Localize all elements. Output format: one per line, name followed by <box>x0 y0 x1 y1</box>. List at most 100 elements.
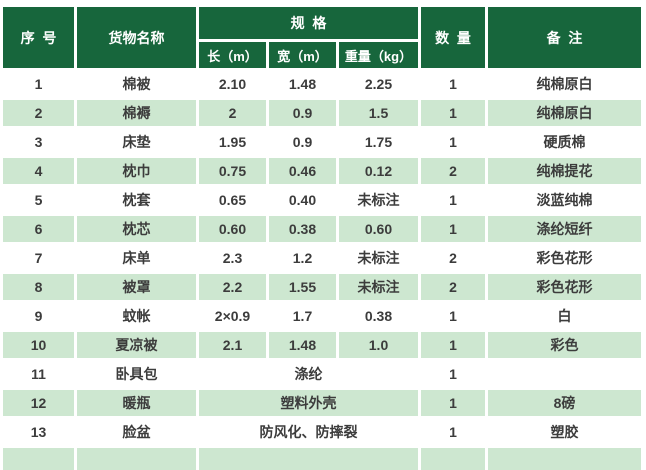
cell-length: 2.3 <box>199 245 266 271</box>
cell-remark <box>488 361 641 387</box>
cell-serial: 2 <box>3 100 74 126</box>
cell-quantity: 1 <box>421 332 486 358</box>
cell-name: 暖瓶 <box>77 390 196 416</box>
cell-name: 脸盆 <box>77 419 196 445</box>
table-row: 13 脸盆 防风化、防摔裂 1 塑胶 <box>3 419 641 445</box>
cell-length: 2.2 <box>199 274 266 300</box>
cell-length: 0.75 <box>199 158 266 184</box>
cell-length: 2 <box>199 100 266 126</box>
cell-name: 蚊帐 <box>77 303 196 329</box>
cell-quantity: 2 <box>421 245 486 271</box>
cell-weight: 1.75 <box>339 129 419 155</box>
cell-name: 棉褥 <box>77 100 196 126</box>
cell-serial: 10 <box>3 332 74 358</box>
cell-width: 0.46 <box>269 158 336 184</box>
cell-width: 1.48 <box>269 332 336 358</box>
cell-name: 卧具包 <box>77 361 196 387</box>
cell-width: 0.9 <box>269 129 336 155</box>
cell-weight: 1.5 <box>339 100 419 126</box>
cell-name <box>77 448 196 470</box>
table-row: 8 被罩 2.2 1.55 未标注 2 彩色花形 <box>3 274 641 300</box>
cell-remark: 纯棉提花 <box>488 158 641 184</box>
table-row-partial <box>3 448 641 470</box>
header-weight-kg: 重量（kg） <box>339 42 419 68</box>
cell-quantity: 1 <box>421 100 486 126</box>
table-row: 2 棉褥 2 0.9 1.5 1 纯棉原白 <box>3 100 641 126</box>
cell-name: 被罩 <box>77 274 196 300</box>
cell-remark: 彩色 <box>488 332 641 358</box>
cell-quantity: 1 <box>421 129 486 155</box>
cell-remark: 彩色花形 <box>488 274 641 300</box>
cell-quantity <box>421 448 486 470</box>
header-specification: 规 格 <box>199 7 419 39</box>
cell-length: 0.65 <box>199 187 266 213</box>
header-serial-number: 序 号 <box>3 7 74 68</box>
cell-weight: 0.38 <box>339 303 419 329</box>
cell-width: 1.7 <box>269 303 336 329</box>
cell-quantity: 1 <box>421 361 486 387</box>
cell-name: 床垫 <box>77 129 196 155</box>
cell-name: 枕套 <box>77 187 196 213</box>
cell-remark: 纯棉原白 <box>488 71 641 97</box>
cell-quantity: 2 <box>421 158 486 184</box>
table-body: 1 棉被 2.10 1.48 2.25 1 纯棉原白 2 棉褥 2 0.9 1.… <box>3 71 641 470</box>
cell-remark: 纯棉原白 <box>488 100 641 126</box>
cell-serial: 3 <box>3 129 74 155</box>
cell-length: 0.60 <box>199 216 266 242</box>
header-quantity: 数 量 <box>421 7 486 68</box>
cell-remark: 白 <box>488 303 641 329</box>
cell-spec-merged: 防风化、防摔裂 <box>199 419 419 445</box>
table-row: 3 床垫 1.95 0.9 1.75 1 硬质棉 <box>3 129 641 155</box>
cell-weight: 未标注 <box>339 274 419 300</box>
cell-serial: 13 <box>3 419 74 445</box>
cell-name: 夏凉被 <box>77 332 196 358</box>
cell-name: 枕芯 <box>77 216 196 242</box>
cell-length: 1.95 <box>199 129 266 155</box>
table-row: 7 床单 2.3 1.2 未标注 2 彩色花形 <box>3 245 641 271</box>
header-row-sub: 长（m） 宽（m） 重量（kg） <box>3 42 641 68</box>
cell-width: 0.9 <box>269 100 336 126</box>
cell-spec-merged: 涤纶 <box>199 361 419 387</box>
cell-remark: 塑胶 <box>488 419 641 445</box>
cell-quantity: 1 <box>421 419 486 445</box>
cell-length: 2.10 <box>199 71 266 97</box>
cell-weight: 未标注 <box>339 245 419 271</box>
cell-serial: 12 <box>3 390 74 416</box>
cell-serial: 11 <box>3 361 74 387</box>
cell-width: 1.48 <box>269 71 336 97</box>
table-header: 序 号 货物名称 规 格 数 量 备 注 长（m） 宽（m） 重量（kg） <box>3 7 641 68</box>
cell-serial: 9 <box>3 303 74 329</box>
cell-remark <box>488 448 641 470</box>
cell-quantity: 1 <box>421 390 486 416</box>
header-width-m: 宽（m） <box>269 42 336 68</box>
cell-spec-merged <box>199 448 419 470</box>
cell-quantity: 1 <box>421 71 486 97</box>
cell-serial <box>3 448 74 470</box>
cell-weight: 1.0 <box>339 332 419 358</box>
cell-width: 1.2 <box>269 245 336 271</box>
header-remarks: 备 注 <box>488 7 641 68</box>
table-row: 10 夏凉被 2.1 1.48 1.0 1 彩色 <box>3 332 641 358</box>
cell-width: 0.38 <box>269 216 336 242</box>
cell-remark: 淡蓝纯棉 <box>488 187 641 213</box>
cell-remark: 8磅 <box>488 390 641 416</box>
cell-weight: 0.12 <box>339 158 419 184</box>
cell-serial: 1 <box>3 71 74 97</box>
cell-width: 0.40 <box>269 187 336 213</box>
goods-spec-table: 序 号 货物名称 规 格 数 量 备 注 长（m） 宽（m） 重量（kg） 1 … <box>0 4 644 470</box>
table-row: 1 棉被 2.10 1.48 2.25 1 纯棉原白 <box>3 71 641 97</box>
cell-serial: 6 <box>3 216 74 242</box>
cell-quantity: 2 <box>421 274 486 300</box>
cell-serial: 4 <box>3 158 74 184</box>
table-row: 5 枕套 0.65 0.40 未标注 1 淡蓝纯棉 <box>3 187 641 213</box>
cell-serial: 5 <box>3 187 74 213</box>
cell-remark: 彩色花形 <box>488 245 641 271</box>
cell-serial: 7 <box>3 245 74 271</box>
cell-quantity: 1 <box>421 187 486 213</box>
cell-width: 1.55 <box>269 274 336 300</box>
cell-quantity: 1 <box>421 303 486 329</box>
table-row: 6 枕芯 0.60 0.38 0.60 1 涤纶短纤 <box>3 216 641 242</box>
cell-spec-merged: 塑料外壳 <box>199 390 419 416</box>
cell-length: 2×0.9 <box>199 303 266 329</box>
